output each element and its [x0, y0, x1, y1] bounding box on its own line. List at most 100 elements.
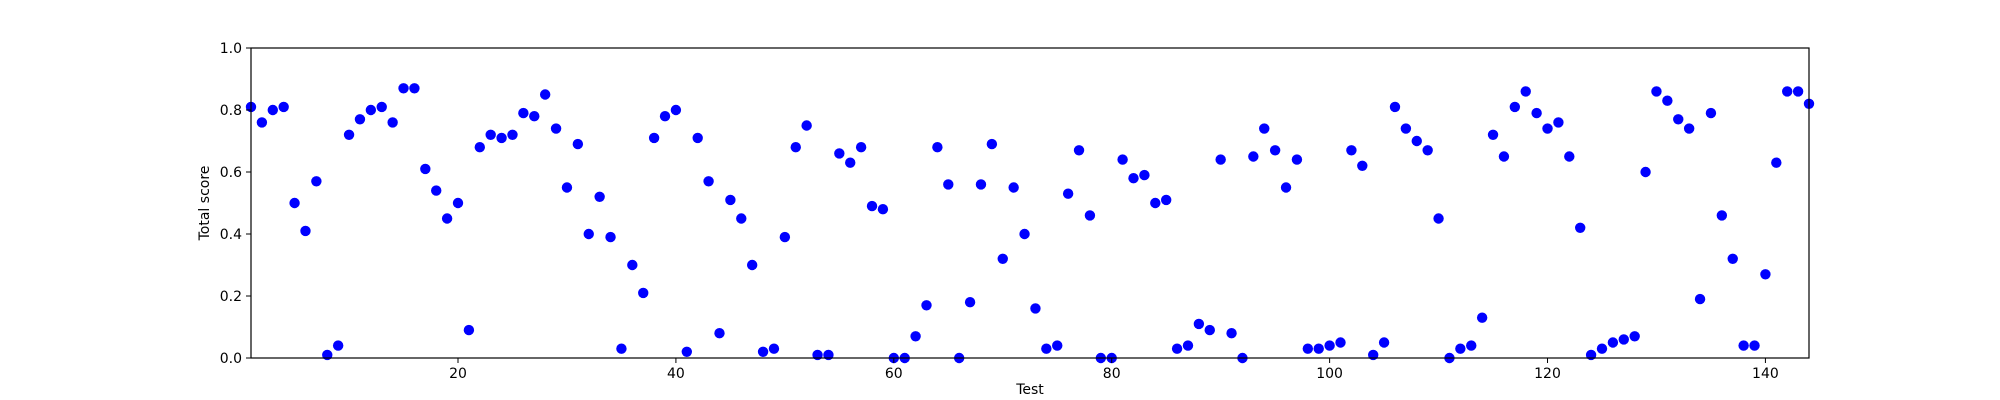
data-point [256, 117, 268, 128]
data-point [1389, 101, 1401, 113]
data-point [1651, 86, 1662, 97]
data-point [267, 104, 278, 116]
data-point [801, 120, 812, 131]
data-point [997, 253, 1008, 264]
data-point [507, 129, 518, 140]
data-point [485, 129, 496, 140]
x-tick-label: 20 [449, 366, 467, 382]
y-tick-label: 0.0 [220, 351, 242, 367]
data-point [866, 200, 878, 212]
data-point [1705, 107, 1717, 119]
data-point [1248, 151, 1259, 162]
x-tick-label: 140 [1752, 366, 1779, 382]
data-point [376, 101, 387, 113]
data-point [1738, 340, 1749, 351]
data-point [1073, 145, 1085, 156]
data-point [855, 142, 867, 153]
data-point [1052, 340, 1063, 351]
data-point [1030, 303, 1041, 314]
data-point [964, 297, 976, 308]
data-point [746, 259, 758, 271]
data-point [420, 163, 431, 175]
data-point [278, 101, 289, 113]
data-point [975, 179, 987, 190]
data-point [1171, 343, 1183, 354]
data-point [692, 132, 703, 144]
data-point [1694, 293, 1706, 305]
data-point [354, 114, 366, 125]
data-point [300, 225, 311, 237]
y-tick-label: 0.2 [220, 289, 242, 305]
data-point [670, 104, 682, 116]
data-point [714, 328, 725, 339]
data-point [845, 157, 856, 168]
data-point [1542, 123, 1553, 134]
data-point [1716, 210, 1728, 221]
data-point [1324, 340, 1335, 351]
y-tick-label: 0.6 [220, 165, 242, 181]
data-point [910, 331, 921, 342]
data-point [648, 132, 660, 144]
x-tick-label: 60 [885, 366, 903, 382]
data-point [1411, 135, 1422, 147]
data-point [1433, 213, 1444, 224]
data-point [1160, 194, 1172, 206]
data-point [1193, 318, 1205, 330]
data-point [627, 259, 638, 271]
x-tick-label: 120 [1534, 366, 1561, 382]
data-point [1357, 160, 1368, 171]
x-tick-label: 40 [667, 366, 685, 382]
data-point [1662, 95, 1673, 106]
data-point [1618, 334, 1629, 345]
data-point [1640, 166, 1651, 178]
data-point [1084, 210, 1096, 221]
data-point [1466, 340, 1477, 351]
data-point [1683, 123, 1695, 134]
y-tick-label: 1.0 [220, 41, 242, 57]
data-point [1150, 197, 1161, 209]
data-point [1226, 328, 1237, 339]
y-axis-ticks: 0.0 0.2 0.4 0.6 0.8 1.0 [220, 41, 251, 367]
data-point [1498, 151, 1510, 162]
data-point [943, 179, 954, 190]
data-point [1749, 340, 1760, 351]
data-point [289, 197, 300, 209]
data-point [932, 142, 943, 153]
y-tick-label: 0.4 [220, 227, 242, 243]
data-point [605, 231, 616, 243]
data-point [1280, 182, 1292, 193]
data-point [1520, 86, 1531, 97]
data-point [757, 346, 769, 357]
data-point [736, 213, 747, 224]
data-point [1291, 154, 1303, 165]
data-points [245, 83, 1815, 364]
data-point [529, 111, 540, 122]
data-point [779, 231, 791, 243]
data-point [703, 176, 714, 187]
data-point [1215, 154, 1226, 165]
data-point [1182, 340, 1194, 351]
data-point [986, 138, 998, 150]
data-point [583, 228, 594, 240]
data-point [463, 324, 475, 336]
data-point [790, 142, 801, 153]
data-point [768, 343, 780, 354]
data-point [659, 111, 671, 122]
data-point [1302, 343, 1314, 354]
x-axis-label: Test [1015, 382, 1044, 398]
data-point [1553, 117, 1564, 128]
data-point [332, 340, 344, 351]
data-point [594, 191, 605, 202]
data-point [539, 89, 551, 100]
data-point [1019, 228, 1030, 240]
data-point [616, 343, 627, 354]
data-point [1313, 343, 1324, 354]
data-point [409, 83, 420, 94]
data-point [398, 83, 409, 94]
data-point [921, 300, 932, 311]
data-point [681, 346, 693, 357]
data-point [638, 287, 649, 299]
data-point [1727, 253, 1738, 264]
data-point [834, 148, 845, 159]
